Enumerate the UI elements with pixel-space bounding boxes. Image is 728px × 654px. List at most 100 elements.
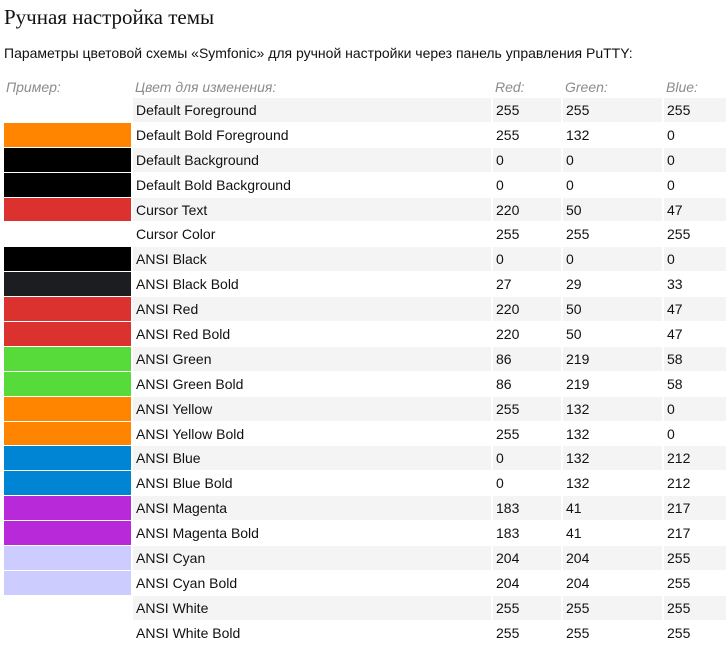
table-row: Default Foreground 255 255 255 <box>4 98 726 122</box>
blue-value-cell: 212 <box>664 471 726 496</box>
blue-value-cell: 33 <box>664 272 726 297</box>
color-name-cell: ANSI Blue <box>133 446 491 471</box>
table-row: ANSI Yellow 255 132 0 <box>4 396 726 421</box>
green-value-cell: 255 <box>563 620 662 645</box>
table-row: ANSI Blue Bold 0 132 212 <box>4 471 726 496</box>
table-row: Default Bold Foreground 255 132 0 <box>4 122 726 147</box>
color-swatch <box>4 197 131 222</box>
table-row: ANSI Magenta Bold 183 41 217 <box>4 521 726 546</box>
blue-value-cell: 58 <box>664 346 726 371</box>
color-swatch <box>4 346 131 371</box>
blue-value-cell: 212 <box>664 446 726 471</box>
color-name-cell: Default Bold Foreground <box>133 122 491 147</box>
blue-value-cell: 217 <box>664 496 726 521</box>
red-value-cell: 183 <box>493 496 561 521</box>
red-value-cell: 255 <box>493 98 561 122</box>
table-body: Default Foreground 255 255 255 Default Bold … <box>4 98 726 645</box>
green-value-cell: 132 <box>563 122 662 147</box>
table-row: ANSI Blue 0 132 212 <box>4 446 726 471</box>
page-title: Ручная настройка темы <box>4 5 215 29</box>
color-table: Пример: Цвет для изменения: Red: Green: … <box>2 76 728 646</box>
red-value-cell: 0 <box>493 471 561 496</box>
red-value-cell: 86 <box>493 371 561 396</box>
table-row: Default Bold Background 0 0 0 <box>4 172 726 197</box>
blue-value-cell: 0 <box>664 147 726 172</box>
color-name-cell: ANSI White <box>133 595 491 620</box>
color-name-cell: Default Foreground <box>133 98 491 122</box>
color-name-cell: ANSI White Bold <box>133 620 491 645</box>
table-row: ANSI Yellow Bold 255 132 0 <box>4 421 726 446</box>
red-value-cell: 220 <box>493 322 561 346</box>
red-value-cell: 220 <box>493 197 561 222</box>
table-row: ANSI White Bold 255 255 255 <box>4 620 726 645</box>
green-value-cell: 132 <box>563 471 662 496</box>
table-row: ANSI Cyan 204 204 255 <box>4 546 726 570</box>
green-value-cell: 132 <box>563 421 662 446</box>
blue-value-cell: 255 <box>664 222 726 247</box>
green-value-cell: 204 <box>563 570 662 595</box>
color-name-cell: ANSI Cyan <box>133 546 491 570</box>
blue-value-cell: 0 <box>664 396 726 421</box>
table-row: ANSI Black Bold 27 29 33 <box>4 272 726 297</box>
color-name-cell: ANSI Black Bold <box>133 272 491 297</box>
red-value-cell: 86 <box>493 346 561 371</box>
blue-value-cell: 58 <box>664 371 726 396</box>
green-value-cell: 41 <box>563 521 662 546</box>
blue-value-cell: 255 <box>664 546 726 570</box>
blue-value-cell: 255 <box>664 98 726 122</box>
green-value-cell: 29 <box>563 272 662 297</box>
table-row: ANSI Green 86 219 58 <box>4 346 726 371</box>
red-value-cell: 0 <box>493 172 561 197</box>
blue-value-cell: 47 <box>664 297 726 322</box>
color-swatch <box>4 122 131 147</box>
color-swatch <box>4 222 131 247</box>
color-swatch <box>4 421 131 446</box>
color-swatch <box>4 471 131 496</box>
color-name-cell: Default Background <box>133 147 491 172</box>
green-value-cell: 50 <box>563 197 662 222</box>
blue-value-cell: 0 <box>664 421 726 446</box>
blue-value-cell: 47 <box>664 322 726 346</box>
intro-text: Параметры цветовой схемы «Symfonic» для … <box>4 45 633 61</box>
color-name-cell: Cursor Text <box>133 197 491 222</box>
color-swatch <box>4 595 131 620</box>
green-value-cell: 219 <box>563 346 662 371</box>
header-color-name: Цвет для изменения: <box>135 79 277 95</box>
header-blue: Blue: <box>666 79 698 95</box>
green-value-cell: 204 <box>563 546 662 570</box>
table-row: ANSI Red Bold 220 50 47 <box>4 322 726 346</box>
blue-value-cell: 255 <box>664 595 726 620</box>
color-swatch <box>4 521 131 546</box>
color-swatch <box>4 496 131 521</box>
color-name-cell: ANSI Red Bold <box>133 322 491 346</box>
green-value-cell: 219 <box>563 371 662 396</box>
color-swatch <box>4 98 131 122</box>
color-name-cell: Cursor Color <box>133 222 491 247</box>
color-name-cell: ANSI Magenta Bold <box>133 521 491 546</box>
blue-value-cell: 0 <box>664 122 726 147</box>
header-green: Green: <box>565 79 608 95</box>
header-red: Red: <box>495 79 525 95</box>
blue-value-cell: 0 <box>664 172 726 197</box>
color-name-cell: ANSI Yellow Bold <box>133 421 491 446</box>
red-value-cell: 255 <box>493 222 561 247</box>
table-row: ANSI Black 0 0 0 <box>4 247 726 272</box>
table-row: ANSI White 255 255 255 <box>4 595 726 620</box>
color-name-cell: ANSI Yellow <box>133 396 491 421</box>
color-swatch <box>4 371 131 396</box>
color-name-cell: ANSI Green Bold <box>133 371 491 396</box>
blue-value-cell: 47 <box>664 197 726 222</box>
table-row: Cursor Text 220 50 47 <box>4 197 726 222</box>
color-swatch <box>4 322 131 346</box>
red-value-cell: 255 <box>493 595 561 620</box>
green-value-cell: 41 <box>563 496 662 521</box>
color-name-cell: ANSI Cyan Bold <box>133 570 491 595</box>
table-row: ANSI Magenta 183 41 217 <box>4 496 726 521</box>
table-row: ANSI Cyan Bold 204 204 255 <box>4 570 726 595</box>
color-swatch <box>4 620 131 645</box>
green-value-cell: 132 <box>563 446 662 471</box>
color-name-cell: ANSI Red <box>133 297 491 322</box>
blue-value-cell: 217 <box>664 521 726 546</box>
blue-value-cell: 0 <box>664 247 726 272</box>
green-value-cell: 255 <box>563 222 662 247</box>
